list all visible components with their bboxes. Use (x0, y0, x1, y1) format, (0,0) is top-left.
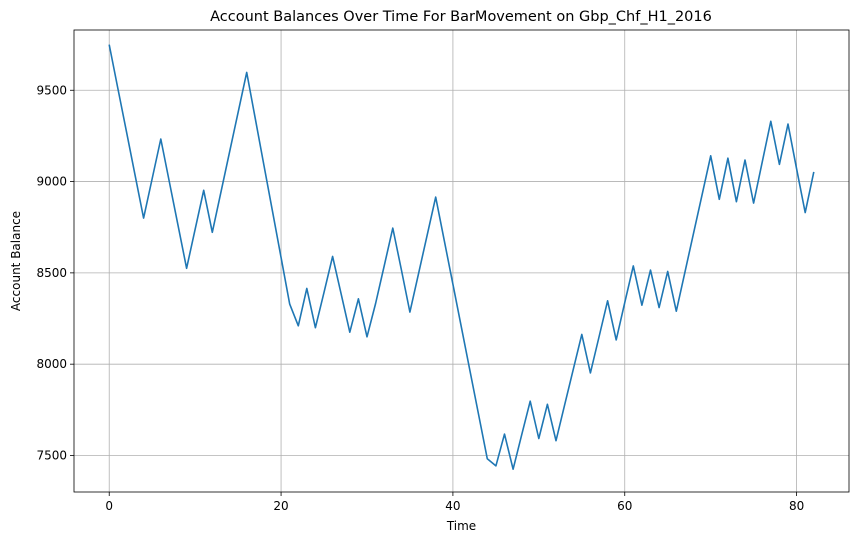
y-tick-label: 8500 (36, 266, 67, 280)
y-tick-label: 9000 (36, 175, 67, 189)
x-tick-label: 40 (445, 499, 460, 513)
y-axis-label: Account Balance (9, 211, 23, 311)
x-tick-label: 60 (617, 499, 632, 513)
chart-title: Account Balances Over Time For BarMoveme… (210, 9, 712, 25)
x-tick-label: 0 (105, 499, 113, 513)
x-axis-label: Time (446, 519, 476, 533)
series-line (108, 44, 815, 471)
x-tick-label: 80 (789, 499, 804, 513)
y-tick-label: 8000 (36, 357, 67, 371)
y-axis: 7500 8000 8500 9000 9500 (36, 83, 74, 462)
plot-frame (73, 29, 850, 493)
y-tick-label: 7500 (36, 448, 67, 462)
x-tick-label: 20 (273, 499, 288, 513)
x-axis: 0 20 40 60 80 (105, 492, 804, 513)
y-tick-label: 9500 (36, 83, 67, 97)
grid-lines (74, 30, 849, 492)
